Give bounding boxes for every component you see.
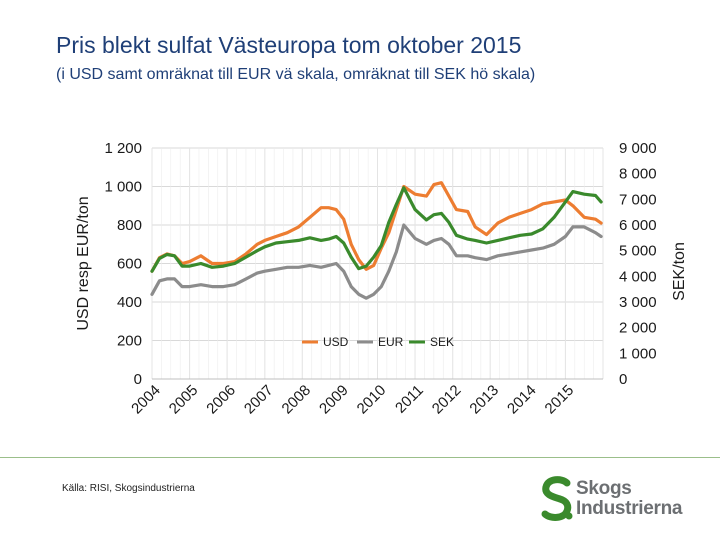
logo-word-1: Skogs — [576, 478, 632, 499]
x-tick-label: 2007 — [241, 382, 277, 418]
y-tick-label: 0 — [134, 371, 142, 388]
series-layer — [150, 181, 603, 300]
logo-s-icon — [541, 476, 573, 521]
chart-subtitle: (i USD samt omräknat till EUR vä skala, … — [56, 66, 536, 83]
footer-divider — [0, 457, 720, 458]
x-tick-label: 2012 — [429, 382, 465, 418]
x-tick-label: 2009 — [316, 382, 352, 418]
y2-tick-label: 9 000 — [619, 140, 657, 157]
series-line-eur — [150, 223, 603, 300]
x-tick-label: 2013 — [466, 382, 502, 418]
legend-label-eur: EUR — [378, 335, 404, 349]
y2-tick-label: 2 000 — [619, 320, 657, 337]
x-tick-label: 2015 — [542, 382, 578, 418]
chart-title: Pris blekt sulfat Västeuropa tom oktober… — [56, 32, 522, 58]
legend-label-sek: SEK — [430, 335, 454, 349]
axis-layer: 0 200 400 600 800 1 000 1 200 0 1 000 2 000 3 000 4… — [75, 140, 688, 417]
y-axis-title: USD resp EUR/ton — [75, 196, 92, 330]
x-tick-label: 2011 — [392, 382, 427, 417]
logo-word-2: Industrierna — [576, 498, 683, 519]
source-note: Källa: RISI, Skogsindustrierna — [62, 483, 195, 494]
y-tick-label: 200 — [117, 333, 142, 350]
y-tick-label: 1 000 — [104, 179, 142, 196]
y-tick-label: 1 200 — [104, 140, 142, 157]
series-line-sek — [150, 186, 603, 273]
legend-label-usd: USD — [323, 335, 349, 349]
x-tick-label: 2010 — [354, 382, 390, 418]
line-chart: 0 200 400 600 800 1 000 1 200 0 1 000 2 000 3 000 4… — [75, 140, 688, 417]
y2-axis-title: SEK/ton — [671, 242, 688, 301]
y2-tick-label: 3 000 — [619, 294, 657, 311]
y2-tick-label: 1 000 — [619, 345, 657, 362]
y2-tick-label: 8 000 — [619, 166, 657, 183]
x-tick-label: 2006 — [203, 382, 239, 418]
series-line-usd — [150, 181, 603, 273]
x-tick-label: 2005 — [166, 382, 202, 418]
y-tick-label: 600 — [117, 256, 142, 273]
y-tick-label: 800 — [117, 217, 142, 234]
y2-tick-label: 6 000 — [619, 217, 657, 234]
y2-tick-label: 0 — [619, 371, 627, 388]
y2-tick-label: 5 000 — [619, 243, 657, 260]
legend: USD EUR SEK — [302, 335, 454, 349]
x-tick-label: 2008 — [279, 382, 315, 418]
y2-tick-label: 4 000 — [619, 268, 657, 285]
x-tick-label: 2014 — [504, 382, 540, 418]
y-tick-label: 400 — [117, 294, 142, 311]
y2-tick-label: 7 000 — [619, 191, 657, 208]
skogsindustrierna-logo: Skogs Industrierna — [540, 476, 700, 524]
